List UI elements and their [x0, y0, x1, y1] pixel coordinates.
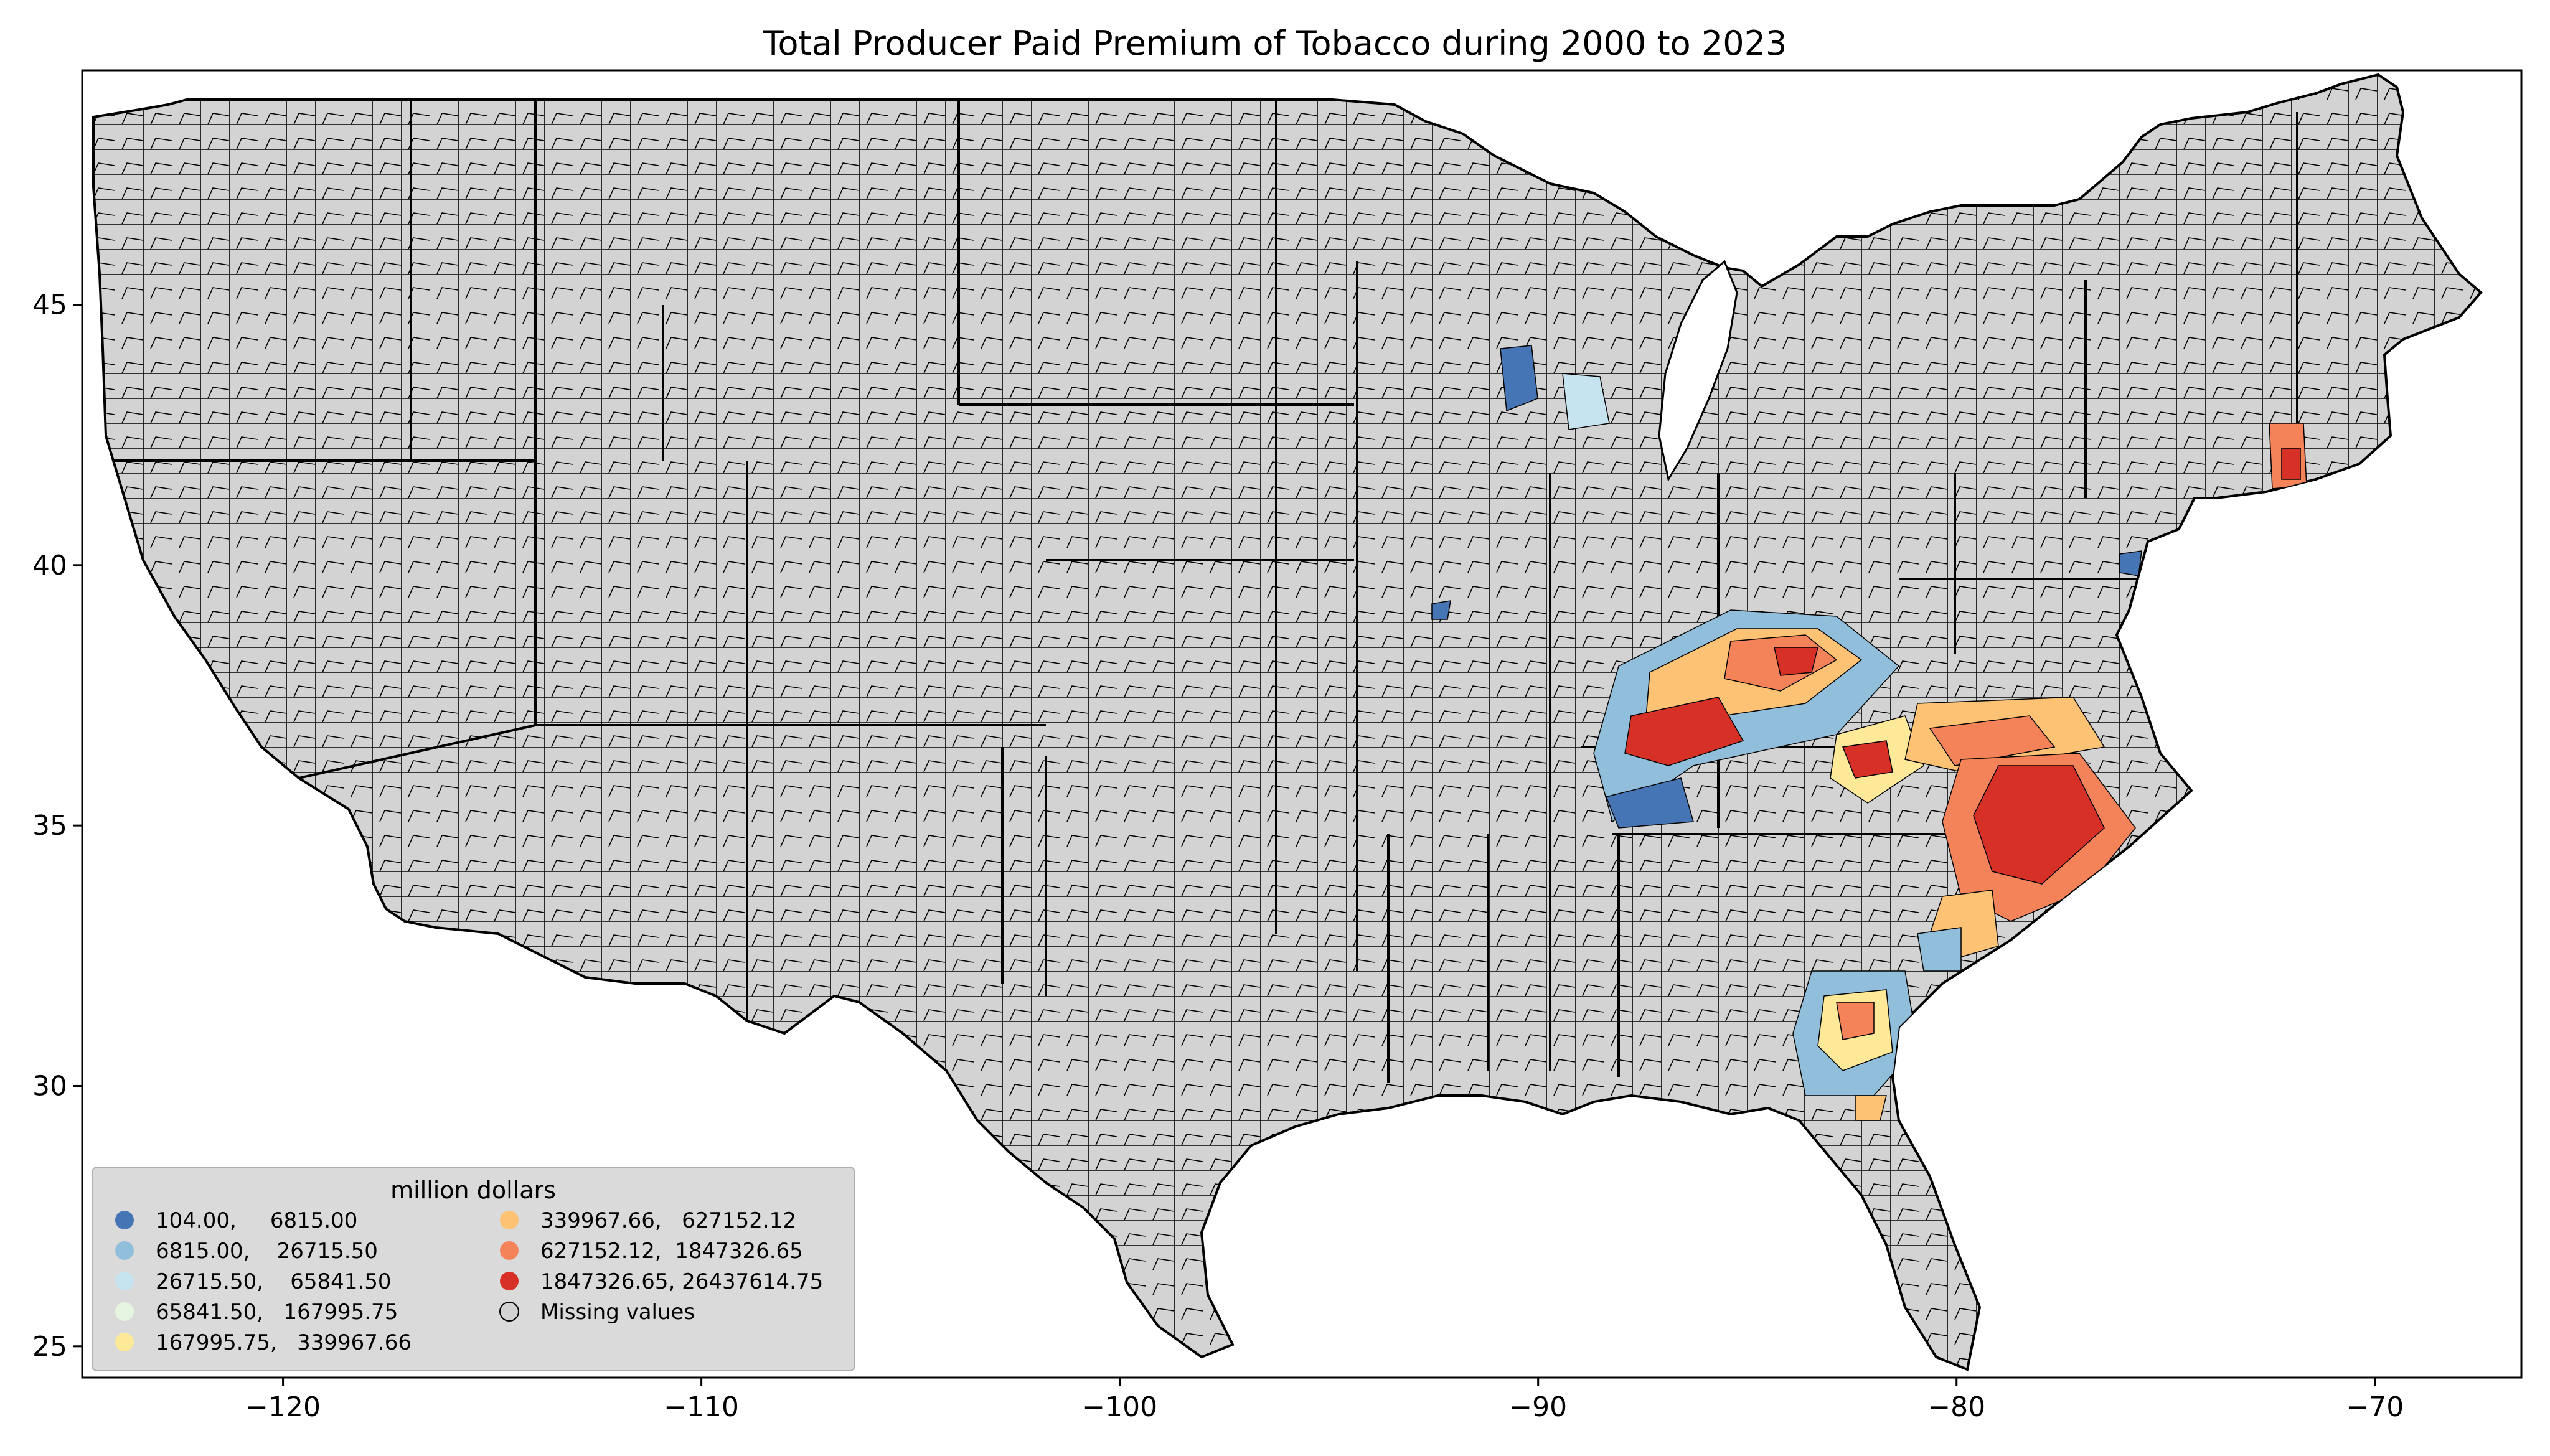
legend-label: 65841.50, 167995.75 — [156, 1300, 398, 1325]
legend-label: 26715.50, 65841.50 — [156, 1269, 392, 1294]
legend-marker — [115, 1241, 134, 1260]
legend-label: 627152.12, 1847326.65 — [540, 1239, 803, 1264]
legend-title: million dollars — [390, 1177, 556, 1204]
state-borders — [109, 100, 2298, 1083]
legend-marker — [115, 1211, 134, 1229]
legend-box — [92, 1167, 855, 1371]
legend-label: 1847326.65, 26437614.75 — [540, 1269, 823, 1294]
legend-marker — [115, 1333, 134, 1351]
legend-label: Missing values — [540, 1300, 695, 1325]
legend-label: 339967.66, 627152.12 — [540, 1208, 796, 1233]
x-tick-label: −90 — [1509, 1391, 1567, 1423]
legend-marker — [499, 1302, 519, 1322]
y-tick-label: 35 — [32, 810, 67, 842]
x-tick-label: −120 — [245, 1391, 321, 1423]
legend: million dollars 104.00, 6815.00 6815.00, … — [92, 1167, 855, 1371]
y-tick-label: 30 — [32, 1070, 67, 1102]
legend-marker — [500, 1211, 519, 1229]
x-tick-label: −100 — [1082, 1391, 1157, 1423]
legend-label: 104.00, 6815.00 — [156, 1208, 357, 1233]
region-wisconsin — [1500, 345, 1538, 412]
x-tick-label: −80 — [1927, 1391, 1985, 1423]
legend-marker — [115, 1272, 134, 1290]
lake-michigan — [1658, 260, 1738, 482]
x-tick-label: −110 — [664, 1391, 739, 1423]
legend-marker — [115, 1302, 134, 1321]
legend-marker — [500, 1241, 519, 1260]
y-axis: 25 30 35 40 45 — [32, 289, 82, 1363]
x-tick-label: −70 — [2346, 1391, 2404, 1423]
y-tick-label: 40 — [32, 550, 67, 581]
y-tick-label: 45 — [32, 289, 67, 321]
map-title: Total Producer Paid Premium of Tobacco d… — [763, 24, 1787, 63]
legend-label: 167995.75, 339967.66 — [156, 1330, 412, 1355]
x-axis: −120 −110 −100 −90 −80 −70 — [245, 1378, 2404, 1423]
y-tick-label: 25 — [32, 1331, 67, 1363]
legend-label: 6815.00, 26715.50 — [156, 1239, 378, 1264]
legend-marker — [500, 1272, 519, 1290]
us-basemap — [92, 73, 2482, 1371]
tobacco-regions — [1431, 345, 2307, 1121]
